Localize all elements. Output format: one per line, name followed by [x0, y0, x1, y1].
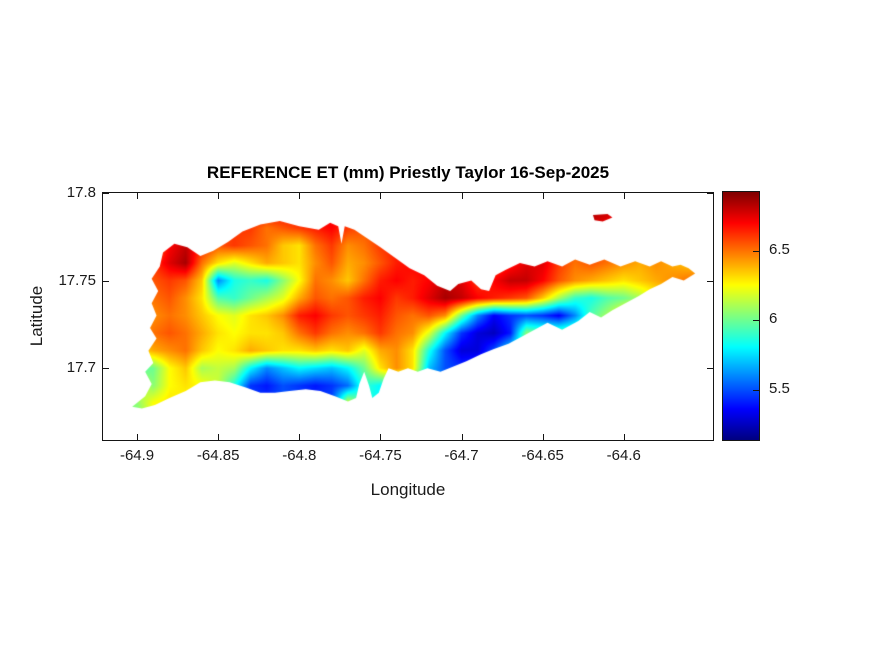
heatmap-canvas	[103, 193, 713, 440]
colorbar-tick-label: 6	[769, 310, 778, 327]
plot-title: REFERENCE ET (mm) Priestly Taylor 16-Sep…	[206, 163, 610, 182]
tick-mark	[624, 434, 625, 440]
y-tick-label: 17.8	[66, 184, 96, 201]
tick-mark	[707, 368, 713, 369]
tick-mark	[462, 434, 463, 440]
colorbar	[722, 191, 760, 441]
tick-mark	[543, 193, 544, 199]
tick-mark	[707, 193, 713, 194]
colorbar-tick-label: 6.5	[769, 241, 790, 258]
tick-mark	[137, 434, 138, 440]
tick-mark	[299, 193, 300, 199]
tick-mark	[707, 281, 713, 282]
x-tick-label: -64.9	[119, 447, 155, 464]
tick-mark	[543, 434, 544, 440]
y-axis-label: Latitude	[27, 285, 46, 347]
colorbar-tick-label: 5.5	[769, 380, 790, 397]
tick-mark	[103, 281, 109, 282]
tick-mark	[218, 434, 219, 440]
y-tick-label: 17.7	[66, 359, 96, 377]
x-tick-label: -64.6	[606, 447, 641, 464]
colorbar-gradient-canvas	[723, 192, 759, 440]
x-tick-label: -64.7	[444, 447, 479, 464]
tick-mark	[103, 368, 109, 369]
tick-mark	[103, 193, 109, 194]
tick-mark	[624, 193, 625, 199]
colorbar-tick-mark	[753, 251, 759, 252]
tick-mark	[380, 193, 381, 199]
tick-mark	[299, 434, 300, 440]
x-axis-label: Longitude	[370, 480, 446, 499]
tick-mark	[380, 434, 381, 440]
x-tick-label: -64.85	[196, 447, 240, 464]
tick-mark	[462, 193, 463, 199]
colorbar-tick-mark	[753, 390, 759, 391]
tick-mark	[218, 193, 219, 199]
colorbar-tick-mark	[753, 320, 759, 321]
y-tick-label: 17.75	[58, 271, 96, 289]
plot-area	[102, 192, 714, 441]
x-tick-label: -64.75	[359, 447, 402, 464]
tick-mark	[137, 193, 138, 199]
x-tick-label: -64.65	[521, 447, 564, 464]
x-tick-label: -64.8	[282, 447, 317, 464]
